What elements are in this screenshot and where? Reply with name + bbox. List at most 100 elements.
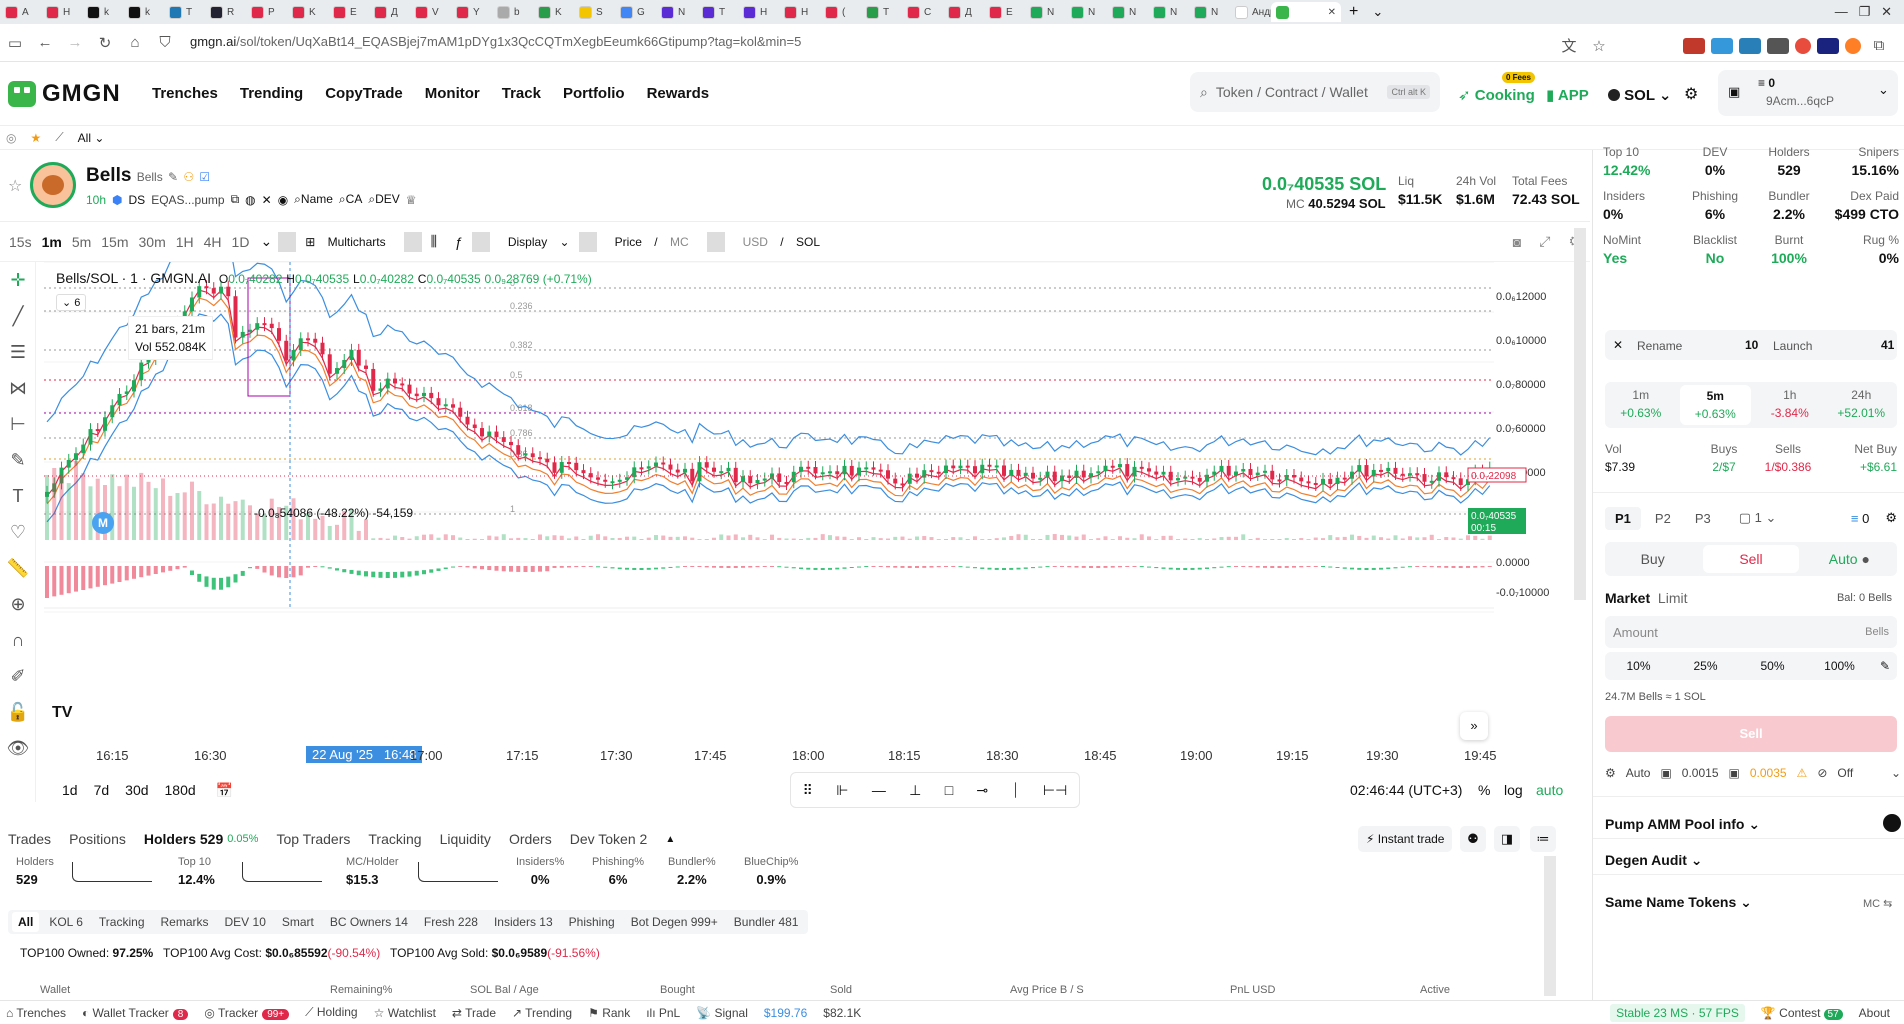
browser-tab[interactable]: Y	[451, 2, 492, 22]
telegram-icon[interactable]: ◉	[277, 192, 289, 207]
interval-15m[interactable]: 15m	[101, 233, 129, 250]
preset-select[interactable]: ▢ 1 ⌄	[1738, 510, 1777, 525]
gmgn-logo[interactable]: GMGN	[8, 80, 121, 108]
price-chart[interactable]: 00.2360.3820.50.6180.7860.8610.0₆140000.…	[44, 222, 1566, 752]
holder-filter[interactable]: Bundler 481	[733, 915, 799, 929]
app-button[interactable]: ▮ APP	[1546, 87, 1589, 104]
browser-tab[interactable]: A	[0, 2, 41, 22]
period-tab[interactable]: 1m +0.63%	[1620, 388, 1662, 420]
nav-trending[interactable]: Trending	[239, 85, 304, 102]
degen-audit[interactable]: Degen Audit ⌄	[1605, 852, 1703, 868]
status-trenches[interactable]: ⌂ Trenches	[6, 1005, 66, 1020]
x-icon[interactable]: ✕	[261, 192, 272, 207]
bubble-icon[interactable]: ⚉	[1460, 826, 1486, 852]
scroll-to-end-button[interactable]: »	[1460, 712, 1488, 740]
period-tab[interactable]: 5m +0.63%	[1679, 385, 1751, 425]
chain-select[interactable]: SOL ⌄	[1608, 86, 1672, 104]
search-name-link[interactable]: ⌕Name	[294, 192, 333, 206]
browser-tab[interactable]: T	[697, 2, 738, 22]
interval-30m[interactable]: 30m	[138, 233, 166, 250]
nav-trenches[interactable]: Trenches	[152, 85, 218, 102]
usd-sol-toggle[interactable]: USD / SOL	[742, 234, 820, 249]
status-watchlist[interactable]: ☆ Watchlist	[373, 1005, 436, 1020]
ext-icon[interactable]	[1711, 37, 1733, 54]
lock-icon[interactable]: 🔓	[6, 701, 30, 722]
favorite-star-icon[interactable]: ☆	[8, 178, 23, 195]
fullscreen-icon[interactable]: ⤢	[1539, 233, 1551, 249]
translate-icon[interactable]: 文	[1561, 38, 1577, 55]
home-icon[interactable]: ⌂	[130, 34, 140, 51]
market-tab[interactable]: Market	[1605, 590, 1651, 606]
indicators-icon[interactable]: ƒ	[455, 233, 463, 250]
close-tab-icon[interactable]: ✕	[1327, 6, 1336, 18]
ext-icon[interactable]	[1683, 37, 1705, 54]
search-input[interactable]: ⌕ Token / Contract / Wallet Ctrl alt K	[1190, 72, 1440, 112]
interval-15s[interactable]: 15s	[9, 233, 32, 250]
browser-tab[interactable]: T	[861, 2, 902, 22]
long-position-icon[interactable]: ⊩	[836, 781, 849, 798]
holder-filter[interactable]: Tracking	[98, 915, 145, 929]
ext-icon[interactable]	[1767, 37, 1789, 54]
status-pnl[interactable]: ılı PnL	[646, 1005, 681, 1020]
chevron-down-icon[interactable]: ⌄	[260, 233, 273, 249]
nav-copytrade[interactable]: CopyTrade	[325, 85, 403, 102]
star-filled-icon[interactable]: ★	[30, 130, 42, 145]
horizontal-lines-icon[interactable]: ☰	[9, 341, 27, 362]
holder-filter[interactable]: Remarks	[160, 915, 209, 929]
ext-icon[interactable]	[1845, 37, 1861, 54]
price-mc-toggle[interactable]: Price / MC	[614, 234, 689, 249]
browser-tab[interactable]: (	[820, 2, 861, 22]
percent-button[interactable]: 25%	[1693, 659, 1718, 673]
copy-icon[interactable]: ⧉	[230, 192, 240, 206]
period-tab[interactable]: 1h -3.84%	[1770, 388, 1809, 420]
range-7d[interactable]: 7d	[93, 782, 110, 798]
browser-tab[interactable]: H	[779, 2, 820, 22]
browser-tab[interactable]: Д	[943, 2, 984, 22]
interval-1m[interactable]: 1m	[41, 233, 62, 250]
browser-tab[interactable]: N	[1066, 2, 1107, 22]
status-wallet-tracker[interactable]: ◐ Wallet Tracker 8	[82, 1006, 189, 1020]
same-name-tokens[interactable]: Same Name Tokens ⌄	[1605, 894, 1752, 910]
holder-filter[interactable]: Insiders 13	[493, 915, 553, 929]
browser-tab[interactable]: k	[123, 2, 164, 22]
cooking-button[interactable]: ➶ Cooking 0 Fees	[1458, 72, 1535, 104]
interval-1H[interactable]: 1H	[175, 233, 194, 250]
holder-filter[interactable]: Phishing	[568, 915, 615, 929]
browser-tab[interactable]: E	[328, 2, 369, 22]
measure-icon[interactable]: ⊢	[10, 413, 26, 434]
settings-icon[interactable]: ◎	[6, 130, 17, 145]
table-column-header[interactable]: Bought	[660, 984, 695, 996]
browser-tab[interactable]: b	[492, 2, 533, 22]
verified-icon[interactable]: ☑	[199, 170, 211, 184]
crown-icon[interactable]: ♕	[405, 192, 417, 207]
timezone-label[interactable]: 02:46:44 (UTC+3)	[1350, 782, 1463, 798]
brush-icon[interactable]: ✎	[10, 449, 26, 470]
extensions-icon[interactable]: ⧉	[1873, 37, 1885, 54]
browser-tab[interactable]: Д	[369, 2, 410, 22]
panel-tab[interactable]: Trades	[8, 831, 52, 847]
pattern-icon[interactable]: ⋈	[9, 377, 27, 398]
browser-tab[interactable]: H	[738, 2, 779, 22]
percent-scale-toggle[interactable]: %	[1478, 782, 1491, 798]
limit-tab[interactable]: Limit	[1657, 590, 1688, 606]
browser-tab[interactable]: N	[656, 2, 697, 22]
chart-svg[interactable]: 00.2360.3820.50.6180.7860.8610.0₆140000.…	[44, 222, 1566, 752]
magnet-icon[interactable]: ∩	[11, 629, 25, 650]
wallet-box[interactable]: ▣ ≡ 0 9Acm...6qcP ⌄	[1718, 70, 1898, 116]
interval-1D[interactable]: 1D	[231, 233, 250, 250]
preset-tab[interactable]: P1	[1605, 506, 1641, 530]
log-scale-toggle[interactable]: log	[1504, 782, 1523, 798]
search-ca-link[interactable]: ⌕CA	[338, 192, 363, 206]
vline-icon[interactable]: ⏐	[1011, 781, 1020, 798]
panel-tab[interactable]: Dev Token 2	[569, 831, 648, 847]
browser-tab[interactable]: S	[574, 2, 615, 22]
multicharts-button[interactable]: ⊞ Multicharts	[305, 234, 386, 249]
holder-filter[interactable]: KOL 6	[49, 915, 83, 929]
nav-track[interactable]: Track	[501, 85, 541, 102]
pump-amm-pool-info[interactable]: Pump AMM Pool info ⌄	[1605, 816, 1761, 832]
instant-trade-button[interactable]: ⚡ Instant trade	[1358, 826, 1453, 852]
holder-filter[interactable]: All	[12, 912, 40, 932]
ext-icon[interactable]	[1739, 37, 1761, 54]
candle-type-icon[interactable]: ⫼	[430, 233, 438, 249]
search-dev-link[interactable]: ⌕DEV	[368, 192, 400, 206]
